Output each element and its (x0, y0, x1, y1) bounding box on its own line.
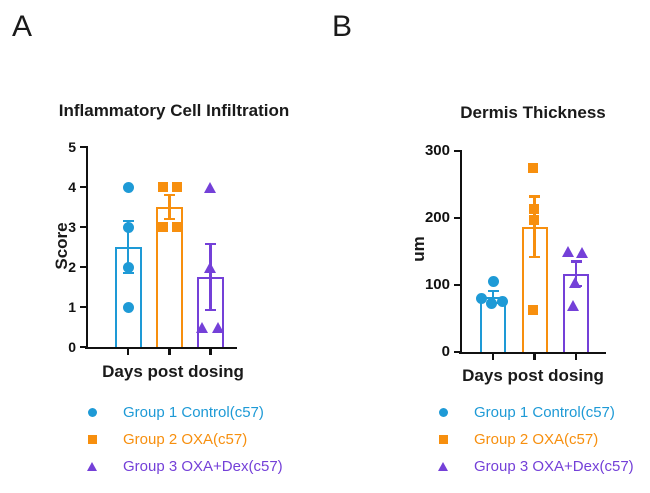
chart-title: Dermis Thickness (460, 103, 606, 122)
y-tick-label: 200 (424, 209, 450, 226)
x-axis-label: Days post dosing (102, 362, 244, 381)
square-marker-icon (87, 435, 97, 444)
y-tick (79, 225, 86, 229)
error-bar-line (209, 243, 212, 311)
data-point-square (527, 162, 538, 173)
data-point-circle (122, 301, 134, 313)
error-bar-line (533, 196, 536, 257)
data-point-circle (496, 296, 508, 308)
error-bar-line (491, 291, 495, 304)
legend-label: Group 1 Control(c57) (123, 404, 264, 421)
x-tick (209, 349, 212, 355)
data-point-square (171, 182, 182, 192)
circle-marker-icon (87, 408, 97, 417)
y-tick-label: 100 (424, 276, 450, 293)
y-tick (453, 350, 460, 354)
data-point-triangle (568, 277, 581, 289)
data-point-triangle (561, 246, 574, 257)
data-point-circle (475, 292, 487, 304)
y-axis-line (85, 146, 88, 350)
data-point-triangle (212, 321, 224, 333)
legend-label: Group 3 OXA+Dex(c57) (123, 458, 283, 475)
error-bar-cap-bottom (529, 255, 540, 258)
x-tick (126, 349, 130, 355)
panel-label-b: B (332, 10, 353, 43)
y-tick (79, 185, 86, 189)
y-tick (79, 345, 86, 349)
panel-label-a: A (12, 10, 33, 43)
y-axis-line (459, 150, 462, 355)
data-point-triangle (204, 181, 216, 193)
triangle-marker-icon (438, 462, 448, 471)
x-axis-label: Days post dosing (462, 366, 604, 385)
error-bar-cap-top (529, 195, 540, 198)
x-tick (168, 349, 171, 355)
data-point-triangle (196, 321, 208, 333)
data-point-square (527, 304, 538, 315)
y-tick-label: 4 (68, 179, 76, 195)
data-point-square (528, 215, 539, 225)
error-bar-line (574, 261, 578, 286)
y-tick (79, 265, 86, 269)
data-point-triangle (575, 247, 588, 259)
legend-panel-b: Group 1 Control(c57) Group 2 OXA(c57) Gr… (437, 403, 634, 476)
data-point-circle (122, 261, 134, 273)
error-bar-cap-bottom (164, 217, 175, 220)
legend-item: Group 1 Control(c57) (437, 403, 634, 422)
error-bar-cap-top (487, 289, 499, 293)
circle-marker-icon (438, 408, 448, 417)
x-tick (533, 354, 536, 360)
error-bar-cap-top (164, 194, 175, 197)
error-bar-cap-top (570, 260, 582, 263)
data-point-square (157, 182, 168, 192)
y-tick (79, 145, 86, 149)
x-axis-line (85, 347, 237, 350)
y-tick (453, 283, 460, 287)
data-point-square (528, 204, 539, 215)
y-tick-label: 2 (68, 259, 76, 275)
legend-panel-a: Group 1 Control(c57) Group 2 OXA(c57) Gr… (86, 403, 283, 476)
y-axis-label: Score (52, 222, 71, 270)
triangle-marker-icon (87, 462, 97, 471)
y-tick-label: 3 (68, 219, 76, 235)
data-point-square (157, 222, 168, 232)
x-tick (574, 354, 578, 360)
legend-label: Group 3 OXA+Dex(c57) (474, 458, 634, 475)
error-bar-line (126, 221, 130, 273)
chart-title: Inflammatory Cell Infiltration (58, 101, 290, 120)
error-bar-cap-top (122, 219, 134, 223)
y-tick-label: 5 (68, 139, 76, 155)
legend-item: Group 2 OXA(c57) (86, 430, 283, 449)
legend-item: Group 2 OXA(c57) (437, 430, 634, 449)
legend-label: Group 2 OXA(c57) (474, 431, 599, 448)
data-point-triangle (204, 261, 216, 273)
data-point-triangle (566, 299, 579, 311)
x-tick (491, 354, 495, 360)
y-tick-label: 0 (441, 343, 450, 360)
data-point-circle (487, 276, 499, 288)
y-tick-label: 300 (424, 142, 450, 159)
error-bar-cap-top (205, 242, 216, 245)
legend-label: Group 2 OXA(c57) (123, 431, 248, 448)
data-point-circle (122, 181, 134, 193)
y-tick-label: 1 (68, 299, 76, 315)
legend-item: Group 3 OXA+Dex(c57) (86, 457, 283, 476)
data-point-circle (122, 221, 134, 233)
error-bar-line (168, 195, 171, 219)
y-tick-label: 0 (68, 339, 76, 355)
error-bar-cap-bottom (122, 271, 134, 275)
y-axis-label: um (409, 236, 428, 262)
y-tick (453, 149, 460, 153)
data-point-square (171, 222, 182, 232)
legend-item: Group 3 OXA+Dex(c57) (437, 457, 634, 476)
legend-item: Group 1 Control(c57) (86, 403, 283, 422)
x-axis-line (459, 352, 606, 355)
legend-label: Group 1 Control(c57) (474, 404, 615, 421)
y-tick (79, 305, 86, 309)
data-point-circle (485, 298, 497, 310)
square-marker-icon (438, 435, 448, 444)
error-bar-cap-bottom (205, 309, 216, 312)
y-tick (453, 216, 460, 220)
